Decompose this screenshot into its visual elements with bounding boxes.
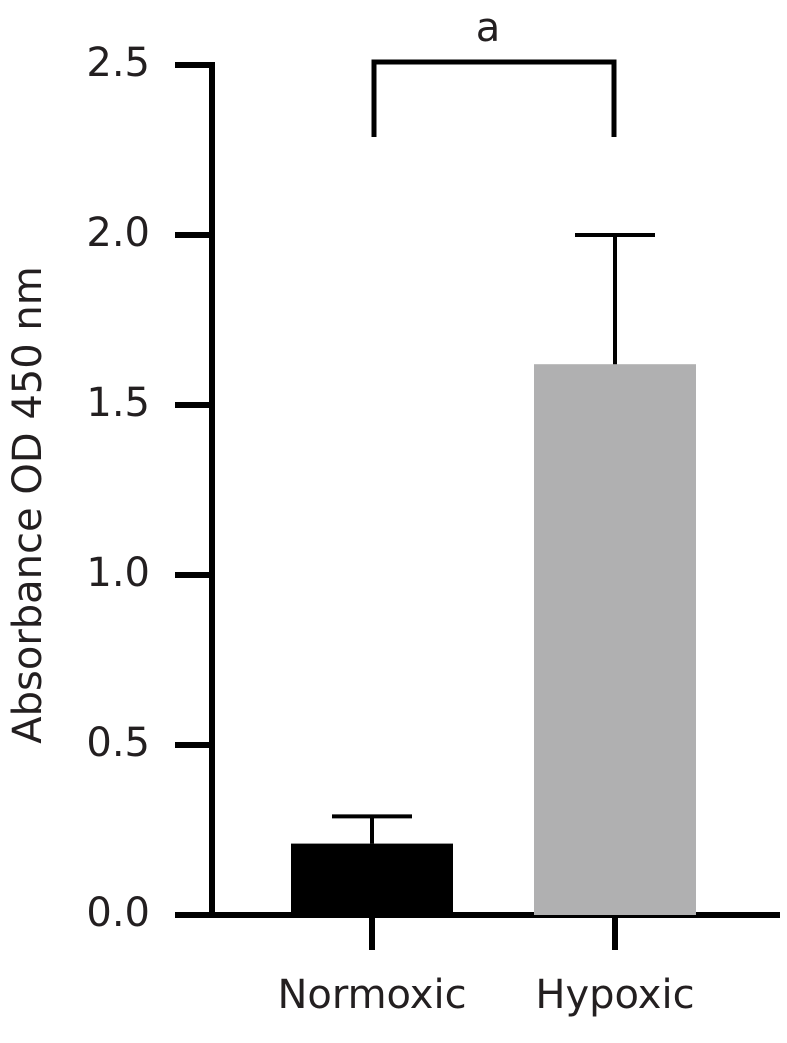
y-tick-label: 1.5 xyxy=(86,380,150,426)
error-bar xyxy=(575,233,655,365)
y-tick-label: 2.5 xyxy=(86,40,150,86)
y-tick-label: 1.0 xyxy=(86,550,150,596)
y-tick-label: 2.0 xyxy=(86,210,150,256)
y-axis-label: Absorbance OD 450 nm xyxy=(5,266,51,743)
x-tick-label: Normoxic xyxy=(277,972,466,1018)
significance-bracket xyxy=(371,59,617,137)
bar xyxy=(534,364,696,915)
x-tick-label: Hypoxic xyxy=(535,972,694,1018)
y-tick-label: 0.0 xyxy=(86,890,150,936)
bar xyxy=(291,843,453,915)
error-bar xyxy=(332,814,412,844)
y-tick-label: 0.5 xyxy=(86,720,150,766)
annotation: a xyxy=(476,5,501,51)
